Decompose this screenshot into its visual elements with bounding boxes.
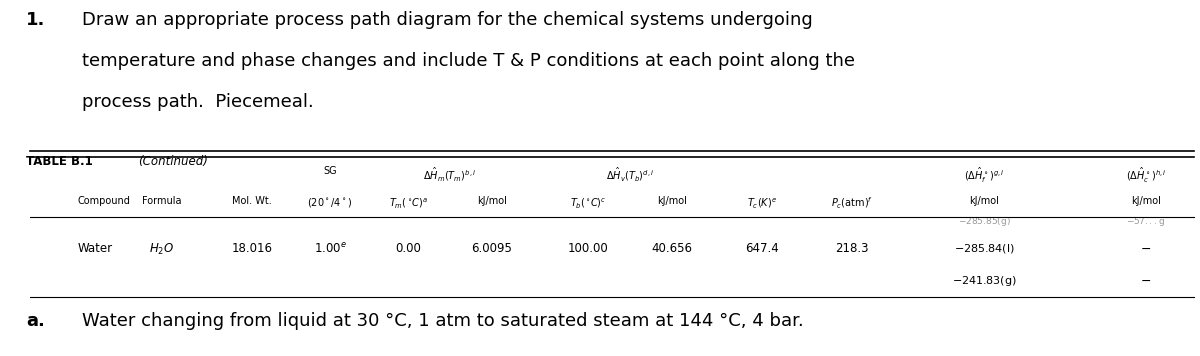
Text: Water changing from liquid at 30 °C, 1 atm to saturated steam at 144 °C, 4 bar.: Water changing from liquid at 30 °C, 1 a… xyxy=(82,312,803,330)
Text: SG: SG xyxy=(323,166,337,176)
Text: $-241.83(\mathrm{g})$: $-241.83(\mathrm{g})$ xyxy=(952,274,1016,288)
Text: kJ/mol: kJ/mol xyxy=(658,196,686,206)
Text: $T_m(^\circ\! C)^a$: $T_m(^\circ\! C)^a$ xyxy=(389,196,427,210)
Text: $(20^\circ/4^\circ)$: $(20^\circ/4^\circ)$ xyxy=(307,196,353,209)
Text: temperature and phase changes and include T & P conditions at each point along t: temperature and phase changes and includ… xyxy=(82,52,854,70)
Text: 0.00: 0.00 xyxy=(395,242,421,255)
Text: kJ/mol: kJ/mol xyxy=(1132,196,1160,206)
Text: $\Delta\hat{H}_m(T_m)^{b,i}$: $\Delta\hat{H}_m(T_m)^{b,i}$ xyxy=(424,166,476,183)
Text: kJ/mol: kJ/mol xyxy=(970,196,998,206)
Text: process path.  Piecemeal.: process path. Piecemeal. xyxy=(82,93,313,111)
Text: 18.016: 18.016 xyxy=(232,242,272,255)
Text: $T_b(^\circ\! C)^c$: $T_b(^\circ\! C)^c$ xyxy=(570,196,606,210)
Text: $-285.84(\mathrm{l})$: $-285.84(\mathrm{l})$ xyxy=(954,242,1014,255)
Text: 647.4: 647.4 xyxy=(745,242,779,255)
Text: $-285.85(\mathrm{g})$: $-285.85(\mathrm{g})$ xyxy=(958,215,1010,229)
Text: $-$: $-$ xyxy=(1140,274,1152,287)
Text: 6.0095: 6.0095 xyxy=(472,242,512,255)
Text: Formula: Formula xyxy=(143,196,181,206)
Text: 100.00: 100.00 xyxy=(568,242,608,255)
Text: $(\Delta\hat{H}_f^\circ)^{g,i}$: $(\Delta\hat{H}_f^\circ)^{g,i}$ xyxy=(964,166,1004,185)
Text: 1.: 1. xyxy=(26,11,46,29)
Text: 40.656: 40.656 xyxy=(652,242,692,255)
Text: $H_2O$: $H_2O$ xyxy=(150,242,174,257)
Text: $T_c(K)^e$: $T_c(K)^e$ xyxy=(748,196,776,210)
Text: TABLE B.1: TABLE B.1 xyxy=(26,155,94,168)
Text: $-57...\mathrm{g}$: $-57...\mathrm{g}$ xyxy=(1127,215,1165,229)
Text: Compound: Compound xyxy=(78,196,131,206)
Text: $-$: $-$ xyxy=(1140,242,1152,255)
Text: 218.3: 218.3 xyxy=(835,242,869,255)
Text: (Continued): (Continued) xyxy=(138,155,208,168)
Text: Mol. Wt.: Mol. Wt. xyxy=(232,196,272,206)
Text: $\Delta\hat{H}_v(T_b)^{d,i}$: $\Delta\hat{H}_v(T_b)^{d,i}$ xyxy=(606,166,654,183)
Text: a.: a. xyxy=(26,312,46,330)
Text: $(\Delta\hat{H}_c^\circ)^{h,i}$: $(\Delta\hat{H}_c^\circ)^{h,i}$ xyxy=(1126,166,1166,185)
Text: kJ/mol: kJ/mol xyxy=(478,196,506,206)
Text: $P_c(\mathrm{atm})^f$: $P_c(\mathrm{atm})^f$ xyxy=(830,196,874,211)
Text: $1.00^e$: $1.00^e$ xyxy=(313,242,347,256)
Text: Draw an appropriate process path diagram for the chemical systems undergoing: Draw an appropriate process path diagram… xyxy=(82,11,812,29)
Text: Water: Water xyxy=(78,242,113,255)
